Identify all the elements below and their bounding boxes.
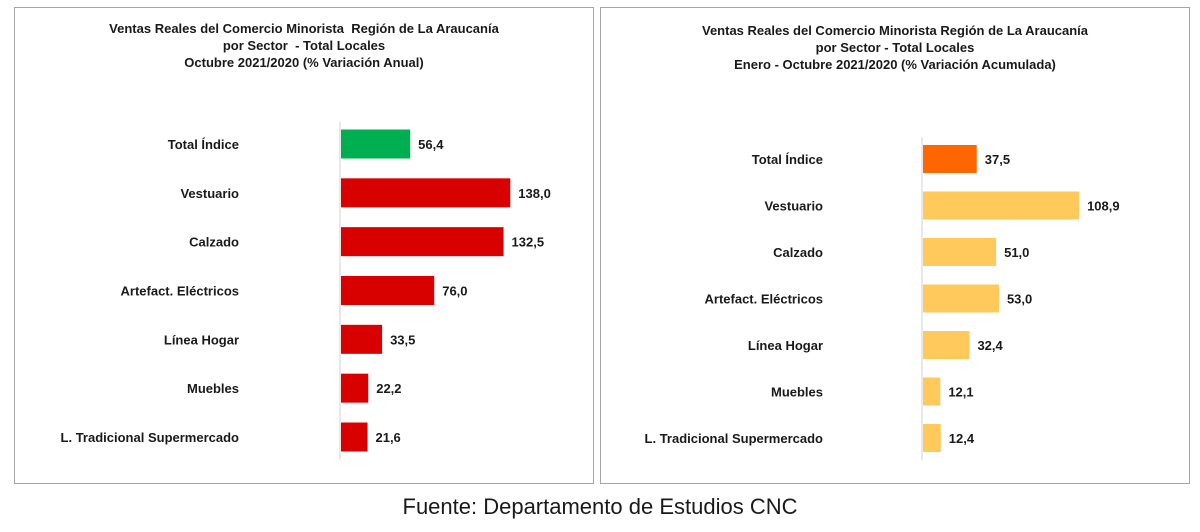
chart-title: Ventas Reales del Comercio Minorista Reg… [15,20,593,71]
chart-title-line-3: Octubre 2021/2020 (% Variación Anual) [184,55,424,70]
bar [341,276,435,305]
bar [341,129,411,159]
category-label: Línea Hogar [748,338,823,353]
category-label: L. Tradicional Supermercado [645,431,823,446]
data-label: 53,0 [1007,292,1032,307]
bar [923,377,941,406]
bar [923,238,997,266]
chart-title-line-2: por Sector - Total Locales [222,38,386,53]
bar [341,178,511,208]
data-label: 108,9 [1087,199,1120,214]
chart-title-line-3: Enero - Octubre 2021/2020 (% Variación A… [734,57,1056,72]
data-label: 22,2 [376,381,401,396]
category-label: Muebles [187,381,239,396]
chart-title-line-1: Ventas Reales del Comercio Minorista Reg… [701,23,1089,38]
category-label: Línea Hogar [164,332,239,347]
chart-title: Ventas Reales del Comercio Minorista Reg… [601,22,1189,73]
data-label: 76,0 [442,284,467,299]
bar-chart-left: Total Índice 56,4 Vestuario 138,0 Calzado 132… [61,121,551,460]
data-label: 56,4 [418,137,444,152]
data-label: 132,5 [512,235,545,250]
bar [341,373,369,403]
chart-title-line-1: Ventas Reales del Comercio Minorista Reg… [109,21,499,36]
bar [341,227,504,257]
category-label: Muebles [771,385,823,400]
chart-title-line-2: por Sector - Total Locales [815,40,975,55]
category-label: Total Índice [752,152,823,167]
data-label: 12,1 [948,385,973,400]
bar [923,284,999,313]
category-label: Artefact. Eléctricos [705,292,824,307]
chart-panel-right: Ventas Reales del Comercio Minorista Reg… [600,7,1190,484]
data-label: 32,4 [977,338,1003,353]
data-label: 51,0 [1004,245,1029,260]
category-label: Vestuario [764,199,823,214]
data-label: 138,0 [518,186,551,201]
data-label: 12,4 [949,431,975,446]
category-label: Calzado [189,235,239,250]
category-label: Total Índice [168,137,239,152]
chart-panel-left: Ventas Reales del Comercio Minorista Reg… [14,7,594,484]
category-label: Calzado [773,245,823,260]
category-label: L. Tradicional Supermercado [61,430,239,445]
category-label: Vestuario [180,186,239,201]
bar [923,424,941,452]
data-label: 37,5 [985,152,1010,167]
bar [341,422,368,452]
source-caption: Fuente: Departamento de Estudios CNC [402,494,798,519]
category-label: Artefact. Eléctricos [121,284,240,299]
bar-chart-right: Total Índice 37,5 Vestuario 108,9 Calzado 51,… [645,137,1120,460]
bar [923,331,970,359]
bar [341,324,383,354]
bar [923,191,1080,220]
data-label: 21,6 [375,430,400,445]
bar [923,145,977,173]
data-label: 33,5 [390,332,415,347]
